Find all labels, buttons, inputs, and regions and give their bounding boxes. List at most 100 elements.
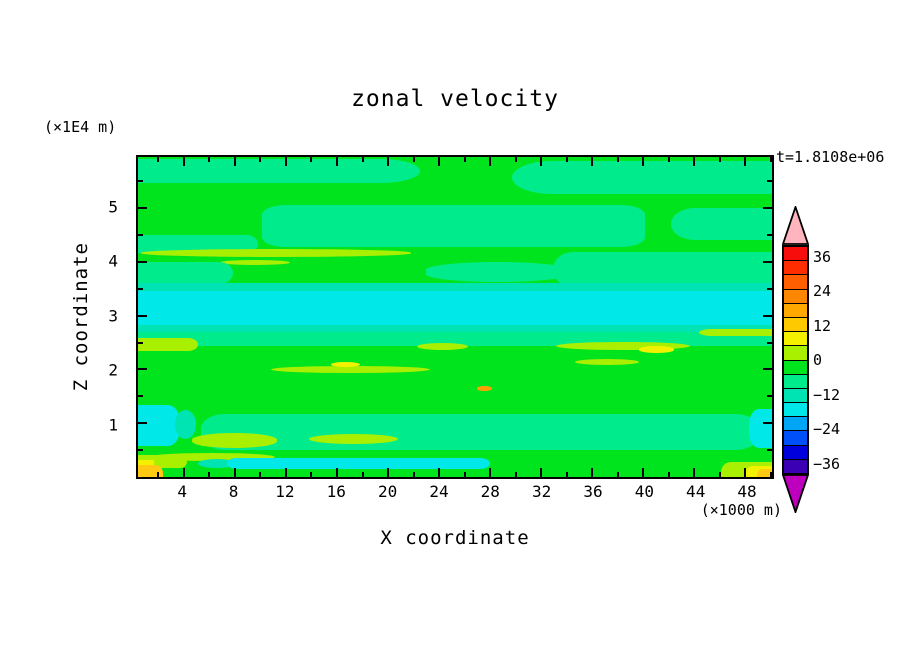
tick — [138, 233, 143, 236]
contour-patch-chart — [191, 433, 278, 449]
contour-patch-spring — [553, 252, 772, 287]
colorbar-segment — [784, 247, 807, 261]
x-tick-label: 44 — [686, 482, 706, 501]
contour-patch-spring — [426, 262, 570, 283]
colorbar-labels: 36 24 12 0 −12 −24 −36 — [813, 245, 863, 475]
colorbar-segment — [784, 458, 807, 473]
x-tick-labels: 4 8 12 16 20 24 28 32 36 40 44 48 — [136, 482, 774, 502]
tick — [438, 157, 441, 166]
tick — [233, 468, 236, 477]
contour-patch-spring — [201, 413, 760, 450]
colorbar-segment — [784, 359, 807, 374]
tick — [310, 472, 313, 477]
contour-patch-gold — [757, 468, 772, 477]
colorbar-segment — [784, 402, 807, 417]
x-tick-label: 16 — [326, 482, 346, 501]
contour-patch-orange — [477, 386, 492, 391]
tick — [412, 472, 415, 477]
tick — [763, 260, 772, 263]
tick — [763, 368, 772, 371]
tick — [463, 472, 466, 477]
z-tick-label: 5 — [108, 197, 118, 217]
tick — [616, 157, 619, 162]
contour-patch-aqua — [198, 458, 237, 468]
contour-patch-chart — [220, 259, 291, 266]
tick — [138, 422, 147, 425]
z-tick-label: 2 — [108, 360, 118, 380]
tick — [693, 468, 696, 477]
colorbar-segment — [784, 387, 807, 403]
colorbar-segment — [784, 331, 807, 346]
x-tick-label: 24 — [429, 482, 449, 501]
tick — [769, 157, 772, 162]
tick — [769, 472, 772, 477]
tick — [157, 472, 160, 477]
tick — [718, 157, 721, 162]
contour-patch-aqua — [138, 283, 772, 295]
colorbar-segments — [782, 245, 809, 475]
contour-patch-chart — [309, 434, 398, 445]
tick — [514, 157, 517, 162]
contour-patch-spring — [138, 234, 259, 254]
tick — [138, 180, 143, 183]
tick — [336, 157, 338, 166]
colorbar-label: 36 — [813, 247, 832, 266]
z-tick-label: 1 — [108, 415, 118, 435]
tick — [138, 287, 143, 290]
contour-patch-spring — [512, 160, 772, 194]
contour-patch-chart — [149, 453, 275, 461]
tick — [667, 157, 670, 162]
tick — [182, 157, 185, 166]
tick — [233, 157, 236, 166]
tick — [718, 472, 721, 477]
tick — [336, 468, 338, 477]
tick — [616, 472, 619, 477]
contour-patch-yellow — [331, 362, 360, 367]
tick — [565, 157, 568, 162]
tick — [208, 472, 211, 477]
tick — [642, 157, 645, 166]
z-axis-title-text: Z coordinate — [70, 242, 92, 392]
colorbar-segment — [784, 430, 807, 445]
tick — [744, 157, 747, 166]
colorbar-label: −12 — [813, 385, 841, 404]
tick — [763, 314, 772, 317]
tick — [565, 472, 568, 477]
tick — [361, 157, 364, 162]
tick — [361, 472, 364, 477]
contour-patch-chart — [138, 338, 199, 351]
tick — [763, 422, 772, 425]
tick — [744, 468, 747, 477]
colorbar-segment — [784, 416, 807, 431]
x-axis-unit-label: (×1000 m) — [700, 501, 782, 519]
tick — [767, 287, 772, 290]
contour-field — [138, 157, 772, 477]
contour-patch-chart — [575, 359, 639, 366]
x-tick-label: 20 — [377, 482, 398, 501]
tick — [138, 260, 147, 263]
tick — [463, 157, 466, 162]
tick — [284, 157, 287, 166]
contour-patch-gold — [138, 465, 164, 477]
colorbar-arrow-up-icon — [782, 206, 809, 245]
tick — [767, 341, 772, 344]
z-tick-labels: 1 2 3 4 5 — [74, 155, 118, 479]
page-title: zonal velocity — [351, 86, 559, 112]
tick — [642, 468, 645, 477]
tick — [667, 472, 670, 477]
z-tick-label: 3 — [108, 306, 118, 326]
x-tick-label: 40 — [634, 482, 654, 501]
tick — [157, 157, 160, 162]
contour-patch-cyan — [748, 408, 772, 448]
contour-patch-chart — [556, 341, 690, 351]
colorbar-segment — [784, 444, 807, 459]
tick — [259, 472, 262, 477]
tick — [767, 180, 772, 183]
x-tick-label: 32 — [532, 482, 552, 501]
tick — [310, 157, 313, 162]
tick — [259, 157, 262, 162]
contour-patch-cyan — [138, 291, 772, 329]
colorbar-label: −36 — [813, 454, 841, 473]
contour-patch-spring — [670, 208, 772, 241]
